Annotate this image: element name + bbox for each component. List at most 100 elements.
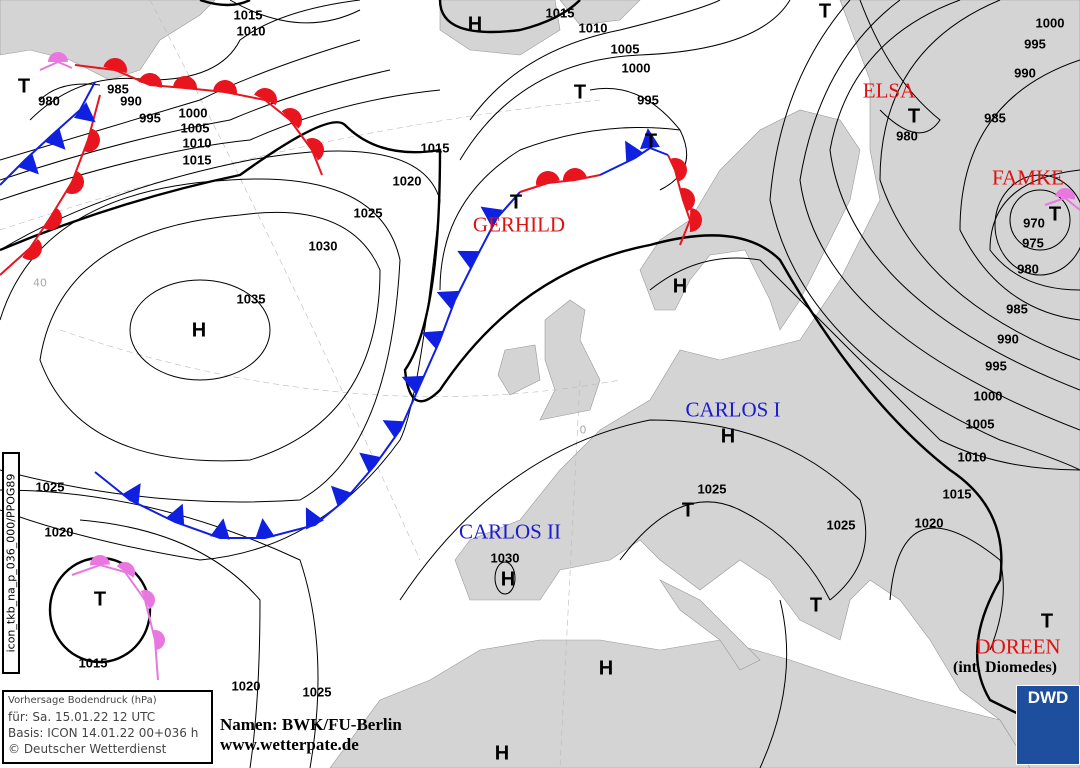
isobar-label: 1020 — [231, 678, 261, 694]
scandinavia — [639, 109, 861, 331]
low-pressure-center: T — [907, 105, 921, 128]
isobar-label: 1015 — [78, 655, 108, 671]
high-pressure-center: H — [191, 319, 207, 342]
credits: Namen: BWK/FU-Berlin www.wetterpate.de — [220, 715, 402, 755]
isobar-label: 1015 — [182, 152, 212, 168]
low-pressure-center: T — [809, 594, 823, 617]
isobar-label: 990 — [1014, 65, 1036, 81]
isobar-label: 995 — [139, 110, 161, 126]
isobar-label: 980 — [896, 128, 918, 144]
isobar-label: 1030 — [308, 238, 338, 254]
north-land — [454, 0, 1080, 768]
isobar-label: 985 — [984, 110, 1006, 126]
legend-title: Vorhersage Bodendruck (hPa) — [8, 695, 157, 706]
low-pressure-center: T — [1040, 610, 1054, 633]
africa — [329, 639, 1031, 768]
isobar-label: 975 — [1022, 235, 1044, 251]
graticule-label-40: 40 — [33, 276, 47, 290]
low-pressure-center: T — [644, 130, 658, 153]
high-pressure-center: H — [467, 13, 483, 36]
low-pressure-center: T — [93, 588, 107, 611]
isobar-label: 995 — [985, 358, 1007, 374]
product-code-box: icon_tkb_na_p_036_000/PPOG89 — [2, 452, 20, 674]
cold-front-west — [0, 81, 96, 186]
isobar-label: 1005 — [610, 41, 640, 57]
low-pressure-center: T — [17, 75, 31, 98]
storm-alias-diomedes: (int. Diomedes) — [953, 659, 1057, 676]
dwd-logo: DWD — [1016, 685, 1080, 765]
storm-name-gerhild: GERHILD — [472, 212, 566, 237]
isobar-label: 980 — [38, 93, 60, 109]
isobar-label: 1005 — [965, 416, 995, 432]
svalbard-area — [559, 0, 641, 26]
isobar-label: 1020 — [392, 173, 422, 189]
isobar-label: 985 — [1006, 301, 1028, 317]
legend-copyright: © Deutscher Wetterdienst — [8, 742, 167, 756]
isobar-label: 1015 — [942, 486, 972, 502]
isobar-label: 1025 — [353, 205, 383, 221]
isobar-label: 980 — [1017, 261, 1039, 277]
isobar-label: 1020 — [914, 515, 944, 531]
dwd-logo-text: DWD — [1027, 688, 1069, 707]
product-code: icon_tkb_na_p_036_000/PPOG89 — [4, 473, 18, 653]
legend-box: Vorhersage Bodendruck (hPa) für: Sa. 15.… — [2, 690, 213, 764]
italy — [659, 579, 761, 671]
warm-front-gerhild — [519, 168, 601, 193]
isobar-label: 1000 — [1035, 15, 1065, 31]
iceland — [439, 0, 561, 56]
isobar-label: 1000 — [178, 105, 208, 121]
legend-basis: Basis: ICON 14.01.22 00+036 h — [8, 726, 199, 740]
storm-name-elsa: ELSA — [862, 78, 916, 103]
high-name-carlos-i: CARLOS I — [685, 397, 781, 422]
isobar-label: 995 — [1024, 36, 1046, 52]
warm-front-norway — [667, 154, 702, 246]
isobar-label: 1010 — [578, 20, 608, 36]
isobar-label: 1025 — [35, 479, 65, 495]
isobar-label: 1015 — [420, 140, 450, 156]
isobar-label: 1005 — [180, 120, 210, 136]
isobar-label: 1015 — [233, 7, 263, 23]
isobar-label: 1015 — [545, 5, 575, 21]
high-pressure-center: H — [494, 742, 510, 765]
isobar-label: 1010 — [236, 23, 266, 39]
isobar-label: 1000 — [973, 388, 1003, 404]
low-pressure-center: T — [1048, 203, 1062, 226]
low-pressure-center: T — [509, 191, 523, 214]
isobar-label: 1030 — [490, 550, 520, 566]
isobar-label: 1010 — [957, 449, 987, 465]
graticule-label-0: 0 — [579, 423, 587, 437]
high-name-carlos-ii: CARLOS II — [458, 519, 562, 544]
fronts — [0, 52, 1080, 681]
greenland — [0, 0, 216, 81]
isobar-label: 990 — [120, 93, 142, 109]
isobar-label: 985 — [107, 81, 129, 97]
isobar-label: 1010 — [182, 135, 212, 151]
warm-front-west — [0, 94, 101, 276]
low-pressure-center: T — [573, 81, 587, 104]
storm-name-famke: FAMKE — [992, 165, 1064, 190]
great-britain — [539, 299, 601, 421]
occlusion-famke — [1044, 188, 1080, 211]
cold-front-gerhild-north — [599, 128, 669, 176]
legend-valid-time: für: Sa. 15.01.22 12 UTC — [8, 710, 156, 724]
isobar-label: 990 — [997, 331, 1019, 347]
high-pressure-center: H — [720, 425, 736, 448]
isobar-label: 1020 — [44, 524, 74, 540]
low-pressure-center: T — [818, 0, 832, 23]
occlusion-greenland — [39, 52, 73, 71]
credits-names: Namen: BWK/FU-Berlin — [220, 715, 402, 734]
high-pressure-center: H — [672, 275, 688, 298]
high-pressure-center: H — [500, 568, 516, 591]
isobar-label: 1025 — [826, 517, 856, 533]
high-pressure-center: H — [598, 657, 614, 680]
isobar-label: 1000 — [621, 60, 651, 76]
isobar-label: 970 — [1023, 215, 1045, 231]
credits-url[interactable]: www.wetterpate.de — [220, 735, 359, 754]
warm-front-greenland — [74, 58, 324, 176]
ireland — [497, 344, 541, 396]
isobar-label: 995 — [637, 92, 659, 108]
low-pressure-center: T — [681, 499, 695, 522]
cold-front-atlantic — [94, 191, 521, 540]
